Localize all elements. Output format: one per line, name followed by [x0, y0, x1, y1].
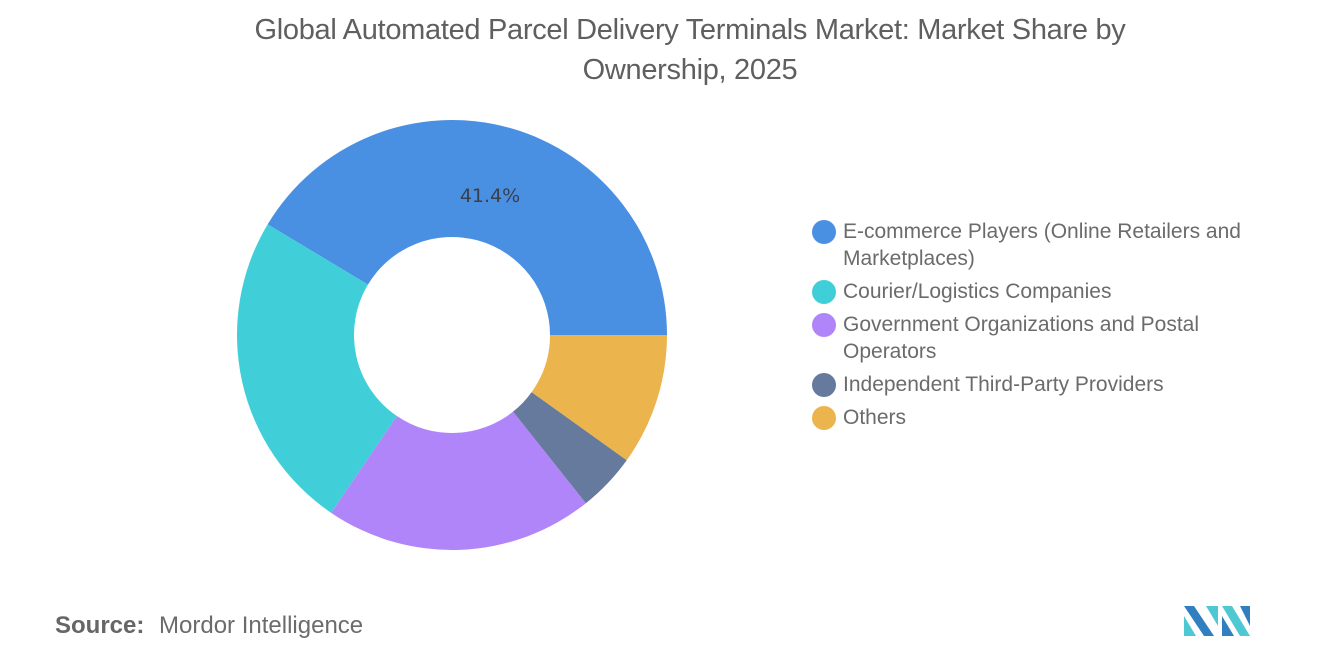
legend-label: Courier/Logistics Companies: [843, 280, 1112, 303]
chart-legend: E-commerce Players (Online Retailers and…: [812, 218, 1292, 437]
legend-label: Others: [843, 406, 907, 429]
slice-value-label: 41.4%: [460, 185, 520, 207]
legend-item-courier[interactable]: Courier/Logistics Companies: [812, 278, 1292, 305]
chart-title-line-2: Ownership, 2025: [582, 54, 798, 86]
legend-item-government[interactable]: Government Organizations and Postal Oper…: [812, 311, 1292, 365]
legend-item-independent[interactable]: Independent Third-Party Providers: [812, 371, 1292, 398]
legend-swatch-icon: [812, 313, 836, 337]
mordor-intelligence-logo-icon: [1184, 606, 1250, 636]
chart-title: Global Automated Parcel Delivery Termina…: [150, 10, 1230, 90]
donut-slice[interactable]: [237, 224, 397, 513]
legend-swatch-icon: [812, 406, 836, 430]
legend-label: Government Organizations and Postal Oper…: [843, 313, 1200, 363]
legend-swatch-icon: [812, 280, 836, 304]
donut-slices: [237, 119, 667, 550]
source-note: Source: Mordor Intelligence: [55, 612, 363, 640]
legend-swatch-icon: [812, 220, 836, 244]
legend-swatch-icon: [812, 373, 836, 397]
source-label: Source:: [55, 612, 145, 639]
source-value: Mordor Intelligence: [159, 612, 364, 639]
legend-item-others[interactable]: Others: [812, 404, 1292, 431]
donut-slice[interactable]: [331, 411, 586, 550]
legend-item-ecommerce[interactable]: E-commerce Players (Online Retailers and…: [812, 218, 1292, 272]
legend-label: E-commerce Players (Online Retailers and…: [843, 220, 1241, 270]
donut-slice[interactable]: [513, 392, 627, 504]
donut-slice[interactable]: [531, 335, 667, 461]
donut-slice[interactable]: [267, 119, 667, 335]
chart-title-line-1: Global Automated Parcel Delivery Termina…: [254, 14, 1126, 46]
legend-label: Independent Third-Party Providers: [843, 373, 1164, 396]
